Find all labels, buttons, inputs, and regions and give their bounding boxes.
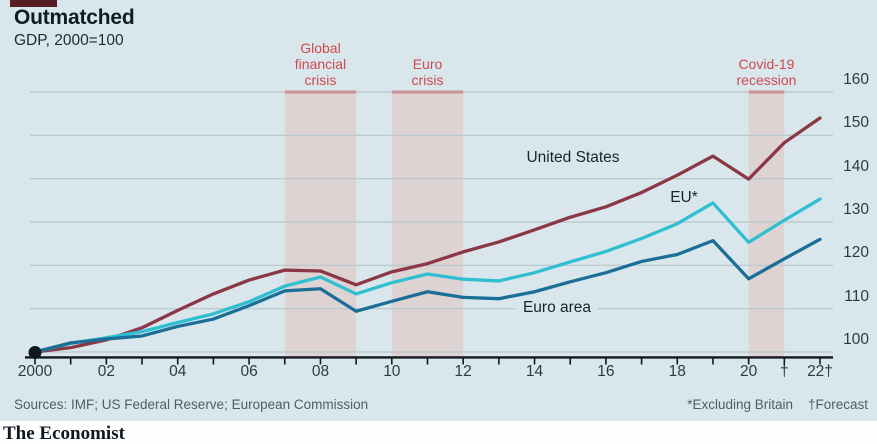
y-tick-label: 150 <box>843 114 869 132</box>
x-tick-label: 02 <box>97 363 115 380</box>
x-tick-label: 18 <box>668 363 686 380</box>
x-tick-label: 08 <box>311 363 330 380</box>
x-tick-label: 14 <box>525 363 544 380</box>
chart-title: Outmatched <box>14 6 135 29</box>
series-label: EU* <box>670 189 698 206</box>
crisis-band <box>391 92 464 358</box>
footnote-forecast: †Forecast <box>807 397 868 412</box>
series-label: Euro area <box>515 299 599 317</box>
economist-red-tab <box>10 0 57 7</box>
sources-note: Sources: IMF; US Federal Reserve; Europe… <box>14 397 369 412</box>
x-tick-label: 10 <box>383 363 401 380</box>
x-tick-label: 16 <box>597 363 615 380</box>
chart-subtitle: GDP, 2000=100 <box>14 32 124 49</box>
series-label: United States <box>526 149 620 166</box>
x-tick-label: 12 <box>454 363 472 380</box>
x-tick-label: 20 <box>740 363 758 380</box>
x-tick-label: 2000 <box>17 363 53 380</box>
band-label: Euro crisis <box>411 56 444 88</box>
band-label: Covid-19 recession <box>736 56 797 88</box>
united-states-line <box>33 116 822 354</box>
chart-plot-area <box>25 90 833 365</box>
origin-dot <box>28 346 42 359</box>
band-label: Global financial crisis <box>294 40 347 88</box>
economist-brand: The Economist <box>3 423 125 444</box>
euro-area-line <box>33 237 822 354</box>
y-tick-label: 160 <box>843 71 869 88</box>
eu-line <box>33 197 822 354</box>
y-tick-label: 140 <box>843 157 869 175</box>
x-tick-label: † <box>780 363 789 380</box>
y-tick-label: 130 <box>843 201 869 218</box>
footnote-excluding-britain: *Excluding Britain <box>687 397 793 412</box>
y-tick-label: 100 <box>843 331 869 348</box>
x-tick-label: 22† <box>807 363 833 380</box>
y-tick-label: 110 <box>844 287 869 305</box>
crisis-band <box>284 92 357 358</box>
chart-panel: Global financial crisis Euro crisis Covid-… <box>0 0 877 421</box>
x-tick-label: 06 <box>240 363 258 380</box>
x-tick-label: 04 <box>169 363 187 380</box>
y-tick-label: 120 <box>843 244 869 262</box>
